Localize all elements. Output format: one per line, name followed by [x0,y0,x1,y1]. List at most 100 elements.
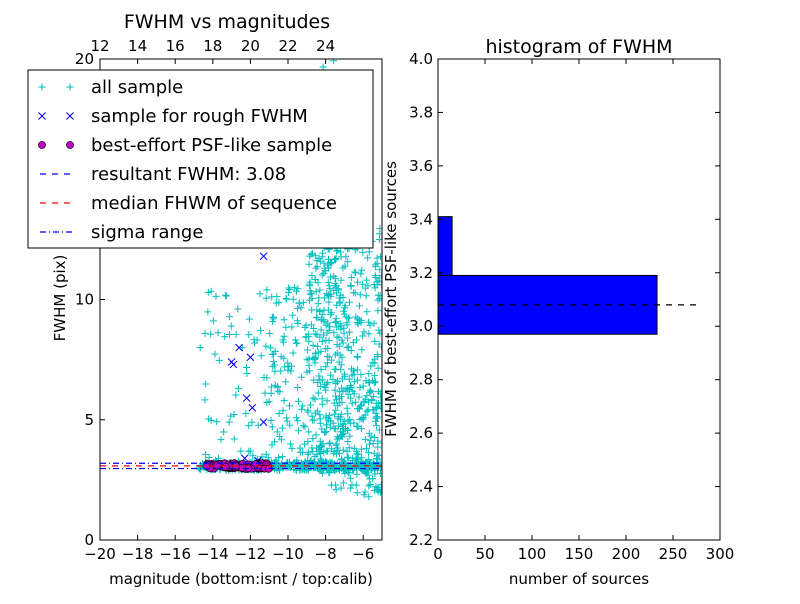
all-sample-point [347,274,355,282]
all-sample-point [374,455,382,463]
all-sample-point [322,363,330,371]
all-sample-point [359,248,367,256]
all-sample-point [284,366,292,374]
legend-entry-label: sample for rough FWHM [91,106,308,127]
all-sample-point [331,481,339,489]
all-sample-point [341,304,349,312]
all-sample-point [324,416,332,424]
all-sample-point [350,289,358,297]
all-sample-point [332,318,340,326]
all-sample-point [367,388,375,396]
all-sample-point [352,481,360,489]
all-sample-point [352,447,360,455]
all-sample-point [261,389,269,397]
all-sample-point [343,334,351,342]
all-sample-point [276,432,284,440]
all-sample-point [213,418,221,426]
all-sample-point [347,419,355,427]
all-sample-point [288,323,296,331]
all-sample-point [324,447,332,455]
all-sample-point [319,440,327,448]
all-sample-point [286,285,294,293]
all-sample-point [313,263,321,271]
all-sample-point [346,432,354,440]
all-sample-point [294,304,302,312]
all-sample-point [304,450,312,458]
all-sample-point [277,353,285,361]
all-sample-point [307,289,315,297]
all-sample-point [362,292,370,300]
all-sample-point [302,333,310,341]
all-sample-point [320,331,328,339]
all-sample-point [303,346,311,354]
all-sample-point [209,317,217,325]
all-sample-point [282,323,290,331]
all-sample-point [354,278,362,286]
all-sample-point [292,414,300,422]
legend-entry-label: resultant FWHM: 3.08 [91,164,286,185]
all-sample-point [309,448,317,456]
all-sample-point [308,271,316,279]
all-sample-point [243,370,251,378]
all-sample-point [374,484,382,492]
all-sample-point [345,298,353,306]
all-sample-point [322,421,330,429]
all-sample-point [262,450,270,458]
all-sample-point [354,320,362,328]
all-sample-point [361,435,369,443]
all-sample-point [342,253,350,261]
left-top-tick-label: 14 [128,37,147,55]
all-sample-point [326,439,334,447]
all-sample-point [345,444,353,452]
legend-marker-swatch [66,112,74,120]
all-sample-point [263,286,271,294]
all-sample-point [358,346,366,354]
legend-marker-swatch [38,83,46,91]
all-sample-point [353,450,361,458]
all-sample-point [322,428,330,436]
all-sample-point [268,423,276,431]
right-y-tick-label: 2.6 [409,424,433,442]
all-sample-point [214,329,222,337]
rough-fwhm-point [259,418,268,427]
left-x-tick-label: −12 [235,545,267,563]
all-sample-point [270,315,278,323]
all-sample-point [347,474,355,482]
all-sample-point [372,378,380,386]
all-sample-point [276,388,284,396]
all-sample-point [226,313,234,321]
rough-fwhm-point [246,353,255,362]
all-sample-point [364,282,372,290]
all-sample-point [369,393,377,401]
all-sample-point [350,378,358,386]
legend-marker-swatch [38,141,46,149]
all-sample-point [364,254,372,262]
all-sample-point [313,451,321,459]
all-sample-point [361,468,369,476]
all-sample-point [284,289,292,297]
all-sample-point [222,291,230,299]
all-sample-point [320,316,328,324]
all-sample-point [245,331,253,339]
all-sample-point [347,394,355,402]
all-sample-point [329,375,337,383]
all-sample-point [324,344,332,352]
all-sample-point [344,468,352,476]
all-sample-point [283,417,291,425]
all-sample-point [365,429,373,437]
all-sample-point [226,330,233,338]
right-y-tick-label: 3.6 [409,157,433,175]
all-sample-point [327,260,335,268]
all-sample-point [377,464,382,472]
all-sample-point [293,317,301,325]
left-x-tick-label: −16 [159,545,191,563]
all-sample-point [344,438,352,446]
all-sample-point [340,479,348,487]
all-sample-point [356,316,364,324]
all-sample-point [369,359,377,367]
left-y-tick-label: 10 [75,291,94,309]
all-sample-point [287,463,295,471]
all-sample-point [257,326,265,334]
all-sample-point [360,491,368,499]
all-sample-point [235,385,243,393]
